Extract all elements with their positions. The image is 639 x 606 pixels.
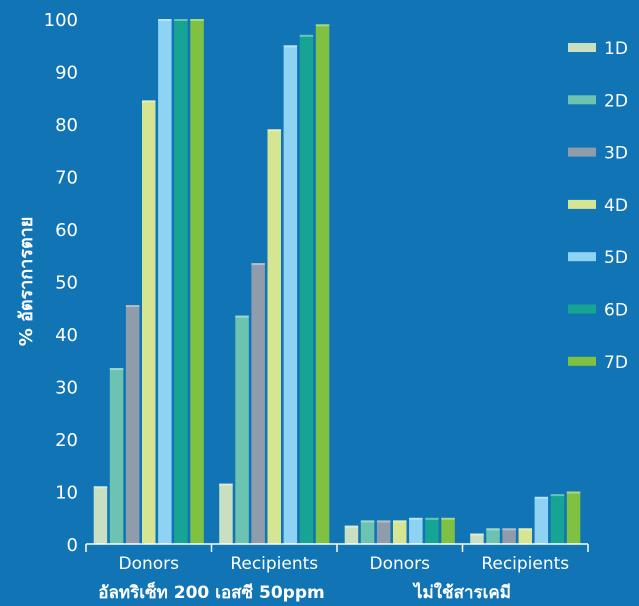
- y-tick-label: 50: [55, 273, 78, 294]
- legend-swatch-4D: [568, 199, 596, 209]
- y-tick-label: 100: [44, 10, 78, 31]
- y-tick-label: 10: [55, 483, 78, 504]
- bar-cap: [518, 528, 532, 531]
- x-category-label: Donors: [118, 554, 179, 574]
- bar-cap: [235, 315, 249, 318]
- bar-cap: [550, 494, 565, 497]
- bar-cap: [125, 305, 140, 308]
- bar-3D-2: [376, 520, 391, 544]
- legend-label: 1D: [604, 39, 628, 59]
- bar-6D-0: [174, 19, 188, 544]
- y-axis-label: % อัตราการตาย: [16, 217, 37, 347]
- bar-7D-1: [315, 24, 330, 545]
- legend-label: 7D: [604, 353, 628, 373]
- bar-cap: [190, 19, 204, 21]
- bar-6D-3: [550, 494, 565, 544]
- bar-6D-1: [299, 34, 314, 545]
- bar-cap: [486, 528, 500, 531]
- bar-2D-2: [360, 520, 375, 544]
- bar-1D-3: [470, 533, 484, 544]
- bar-cap: [142, 100, 156, 103]
- legend-label: 5D: [604, 248, 628, 268]
- x-group-label: อัลทริเซ็ท 200 เอสซี 50ppm: [98, 580, 324, 603]
- bar-cap: [93, 486, 108, 489]
- bar-3D-3: [502, 528, 516, 545]
- legend-swatch-6D: [568, 304, 596, 314]
- bar-7D-0: [190, 19, 204, 544]
- legend-swatch-1D: [568, 43, 596, 52]
- bar-cap: [393, 520, 407, 523]
- bar-cap: [425, 517, 439, 520]
- bar-cap: [251, 263, 265, 266]
- legend-swatch-3D: [568, 147, 596, 157]
- bar-4D-1: [267, 129, 281, 545]
- y-tick-label: 20: [55, 430, 78, 451]
- bar-2D-3: [486, 528, 500, 545]
- x-category-label: Recipients: [481, 554, 569, 574]
- bar-cap: [344, 525, 359, 528]
- bar-1D-0: [93, 486, 108, 545]
- legend-swatch-7D: [568, 356, 596, 366]
- bar-cap: [109, 368, 124, 371]
- bar-4D-0: [142, 100, 156, 545]
- bar-cap: [566, 491, 581, 494]
- bar-2D-0: [109, 368, 124, 544]
- bar-cap: [470, 533, 484, 536]
- legend-swatch-5D: [568, 252, 596, 262]
- bar-cap: [409, 517, 423, 520]
- bar-cap: [360, 520, 375, 523]
- legend-label: 2D: [604, 91, 628, 111]
- y-tick-label: 70: [55, 168, 78, 189]
- bar-1D-1: [219, 483, 233, 544]
- bar-7D-2: [441, 517, 455, 545]
- bar-1D-2: [344, 525, 359, 544]
- bar-cap: [441, 517, 455, 520]
- bar-6D-2: [425, 517, 439, 545]
- legend-label: 4D: [604, 196, 628, 216]
- bar-4D-2: [393, 520, 407, 544]
- bar-cap: [534, 496, 549, 499]
- x-group-label: ไม่ใช้สารเคมี: [412, 582, 511, 603]
- bar-5D-3: [534, 496, 549, 545]
- y-tick-label: 40: [55, 325, 78, 346]
- bar-cap: [299, 34, 314, 37]
- bar-3D-1: [251, 263, 265, 544]
- bar-cap: [315, 24, 330, 27]
- x-category-label: Recipients: [230, 554, 318, 574]
- bar-cap: [267, 129, 281, 132]
- bar-4D-3: [518, 528, 532, 545]
- bar-5D-1: [283, 45, 298, 545]
- bar-5D-2: [409, 517, 423, 545]
- bar-cap: [158, 19, 172, 21]
- bar-cap: [219, 483, 233, 486]
- bar-cap: [376, 520, 391, 523]
- legend-label: 6D: [604, 301, 628, 321]
- x-category-label: Donors: [369, 554, 430, 574]
- y-tick-label: 80: [55, 115, 78, 136]
- bar-cap: [502, 528, 516, 531]
- bar-3D-0: [125, 305, 140, 544]
- y-tick-label: 90: [55, 63, 78, 84]
- y-tick-label: 60: [55, 220, 78, 241]
- y-tick-label: 30: [55, 378, 78, 399]
- bar-cap: [174, 19, 188, 21]
- bar-cap: [283, 45, 298, 48]
- bar-5D-0: [158, 19, 172, 544]
- bar-2D-1: [235, 315, 249, 544]
- legend-label: 3D: [604, 144, 628, 164]
- bar-7D-3: [566, 491, 581, 544]
- legend-swatch-2D: [568, 95, 596, 105]
- y-tick-label: 0: [67, 535, 78, 556]
